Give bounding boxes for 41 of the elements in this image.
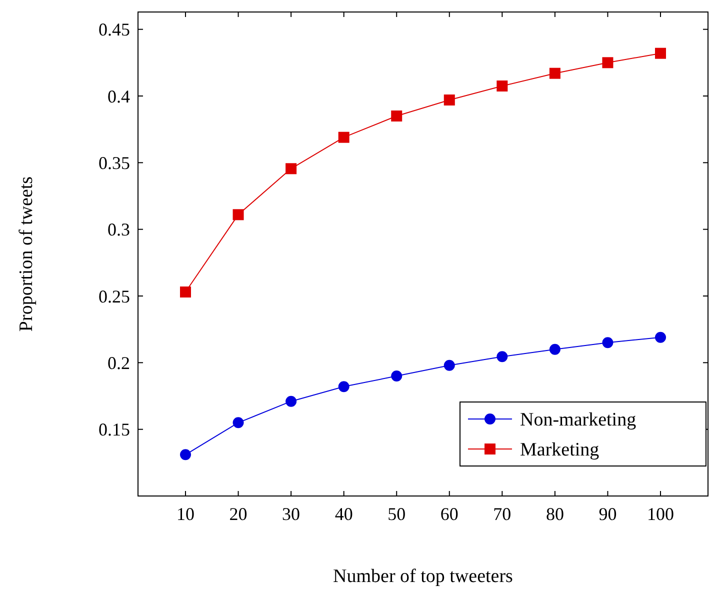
x-tick-label: 60: [440, 504, 458, 524]
y-tick-label: 0.15: [98, 420, 130, 440]
point: [602, 337, 614, 348]
point: [444, 94, 455, 106]
x-tick-label: 50: [388, 504, 406, 524]
point: [391, 110, 402, 122]
point: [232, 417, 244, 428]
x-axis-title: Number of top tweeters: [333, 566, 513, 587]
x-tick-label: 40: [334, 504, 353, 524]
x-tick-label: 20: [229, 504, 248, 524]
point: [496, 351, 508, 362]
point: [338, 381, 350, 392]
point: [286, 163, 297, 174]
y-tick-label: 0.3: [108, 220, 130, 240]
y-tick-label: 0.45: [98, 20, 130, 40]
x-tick-label: 30: [282, 504, 300, 524]
x-tick-label: 90: [598, 504, 617, 524]
point: [391, 370, 402, 382]
y-tick-label: 0.2: [108, 352, 130, 373]
legend-label: Marketing: [520, 440, 600, 461]
point: [655, 48, 666, 59]
y-axis-title: Proportion of tweets: [16, 176, 37, 332]
point: [444, 360, 455, 371]
x-tick-label: 80: [546, 504, 564, 524]
point: [232, 209, 244, 220]
point: [180, 449, 191, 460]
x-tick-label: 70: [493, 504, 512, 524]
y-tick-label: 0.4: [108, 86, 130, 106]
point: [549, 344, 560, 355]
x-tick-label: 100: [647, 504, 674, 524]
point: [496, 80, 508, 92]
point: [549, 68, 560, 79]
y-tick-label: 0.35: [98, 152, 130, 173]
legend-label: Non-marketing: [520, 410, 637, 431]
point: [655, 332, 666, 343]
point: [180, 286, 191, 298]
y-tick-label: 0.25: [98, 286, 130, 306]
x-tick-label: 10: [176, 504, 194, 524]
point: [338, 132, 350, 143]
point: [286, 396, 297, 407]
point: [602, 57, 614, 68]
